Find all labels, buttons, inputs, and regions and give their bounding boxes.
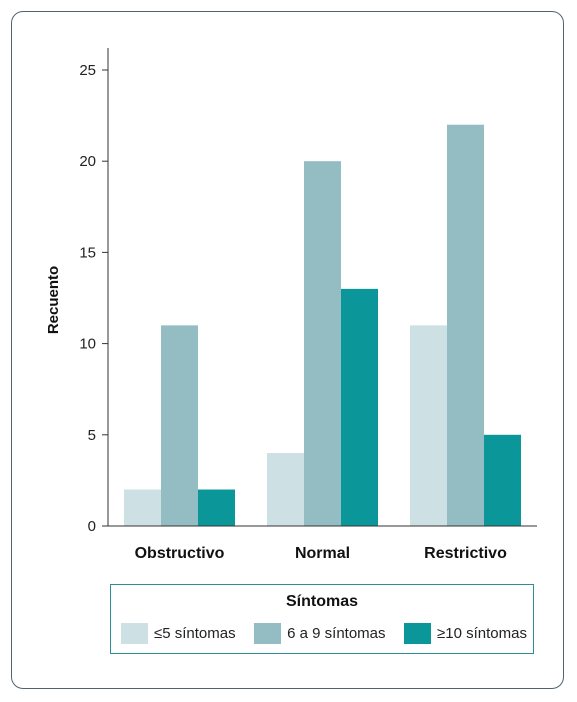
bar-normal-series-1: [267, 453, 304, 526]
x-category-label: Restrictivo: [424, 545, 507, 562]
y-tick-label: 10: [79, 336, 96, 353]
legend: Síntomas ≤5 síntomas 6 a 9 síntomas ≥10 sí…: [110, 584, 534, 654]
bar-restrictivo-series-1: [410, 325, 447, 526]
legend-swatch: [404, 623, 432, 644]
bar-obstructivo-series-2: [161, 325, 198, 526]
legend-label: 6 a 9 síntomas: [287, 625, 386, 642]
y-ticks-group: 0 5 10 15 20 25: [79, 62, 108, 535]
x-category-label: Normal: [295, 545, 350, 562]
y-tick-label: 5: [88, 427, 96, 444]
bar-obstructivo-series-1: [124, 489, 161, 526]
legend-items: ≤5 síntomas 6 a 9 síntomas ≥10 síntomas: [121, 623, 527, 644]
bars-group: [124, 124, 521, 526]
legend-item: ≥10 síntomas: [404, 623, 527, 644]
y-tick-label: 20: [79, 153, 96, 170]
legend-label: ≤5 síntomas: [154, 625, 236, 642]
y-tick-label: 15: [79, 244, 96, 261]
y-tick-label: 0: [88, 518, 96, 535]
legend-item: ≤5 síntomas: [121, 623, 236, 644]
bar-normal-series-2: [304, 161, 341, 526]
legend-swatch: [121, 623, 148, 644]
bar-restrictivo-series-2: [447, 124, 484, 526]
y-axis-label: Recuento: [45, 266, 62, 334]
legend-swatch: [254, 623, 282, 644]
x-category-label: Obstructivo: [135, 545, 225, 562]
x-categories-group: Obstructivo Normal Restrictivo: [135, 545, 507, 562]
legend-title: Síntomas: [285, 593, 358, 610]
legend-item: 6 a 9 síntomas: [254, 623, 386, 644]
y-tick-label: 25: [79, 62, 96, 79]
bar-normal-series-3: [341, 288, 378, 526]
bar-restrictivo-series-3: [484, 434, 521, 526]
bar-obstructivo-series-3: [198, 489, 235, 526]
legend-label: ≥10 síntomas: [437, 625, 527, 642]
chart-frame: [11, 11, 564, 689]
